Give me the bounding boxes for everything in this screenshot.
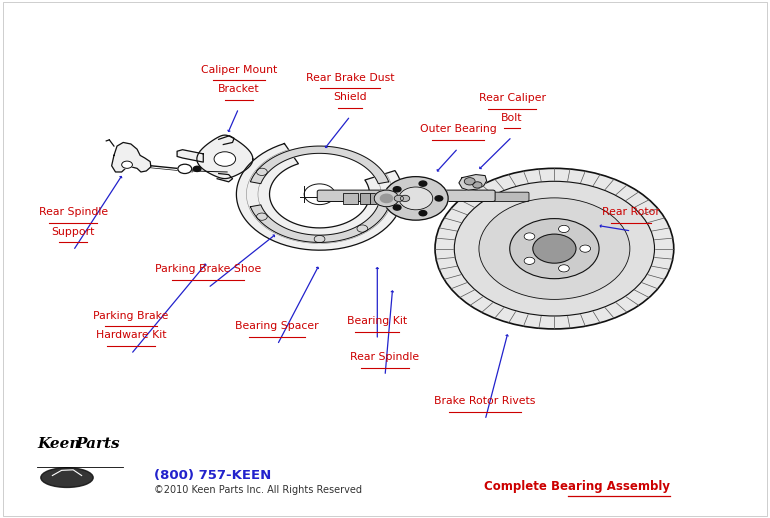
Circle shape: [558, 265, 569, 272]
Text: Support: Support: [52, 227, 95, 237]
Polygon shape: [459, 175, 487, 190]
Polygon shape: [197, 135, 253, 179]
FancyBboxPatch shape: [317, 190, 495, 202]
Circle shape: [214, 152, 236, 166]
Circle shape: [357, 225, 368, 232]
Circle shape: [473, 182, 482, 188]
Text: Parts: Parts: [75, 437, 120, 451]
Polygon shape: [250, 146, 389, 184]
Circle shape: [524, 257, 535, 265]
Circle shape: [533, 234, 576, 263]
Polygon shape: [250, 205, 389, 242]
Bar: [343, 193, 358, 204]
Text: Hardware Kit: Hardware Kit: [95, 330, 166, 340]
Circle shape: [479, 198, 630, 299]
Bar: [360, 193, 370, 204]
Circle shape: [419, 211, 427, 216]
Text: Rear Spindle: Rear Spindle: [38, 207, 108, 217]
Text: Caliper Mount: Caliper Mount: [200, 65, 277, 75]
Circle shape: [374, 190, 399, 207]
Circle shape: [524, 233, 535, 240]
Circle shape: [394, 195, 403, 202]
Text: Brake Rotor Rivets: Brake Rotor Rivets: [434, 396, 536, 406]
Circle shape: [399, 187, 433, 210]
Text: Bracket: Bracket: [218, 84, 259, 94]
Text: ©2010 Keen Parts Inc. All Rights Reserved: ©2010 Keen Parts Inc. All Rights Reserve…: [154, 485, 362, 495]
Text: Bearing Spacer: Bearing Spacer: [236, 321, 319, 331]
Text: Rear Caliper: Rear Caliper: [478, 93, 546, 103]
Text: Complete Bearing Assembly: Complete Bearing Assembly: [484, 480, 670, 494]
Text: Bolt: Bolt: [501, 113, 523, 123]
Circle shape: [393, 186, 401, 192]
Text: Keen: Keen: [37, 437, 80, 451]
Circle shape: [558, 225, 569, 233]
Circle shape: [435, 168, 674, 329]
Polygon shape: [236, 143, 403, 250]
Text: Parking Brake: Parking Brake: [93, 311, 169, 321]
Circle shape: [193, 166, 201, 171]
Polygon shape: [217, 174, 233, 182]
Text: Rear Brake Dust: Rear Brake Dust: [306, 73, 394, 82]
Circle shape: [393, 205, 401, 210]
Text: Rear Spindle: Rear Spindle: [350, 352, 420, 362]
Text: Rear Rotor: Rear Rotor: [602, 207, 661, 217]
Circle shape: [435, 196, 443, 201]
Ellipse shape: [41, 468, 93, 487]
Bar: [370, 193, 378, 204]
Text: (800) 757-KEEN: (800) 757-KEEN: [154, 469, 271, 482]
Circle shape: [580, 245, 591, 252]
Circle shape: [510, 219, 599, 279]
FancyBboxPatch shape: [480, 192, 529, 202]
Circle shape: [122, 161, 132, 168]
Circle shape: [383, 177, 448, 220]
Polygon shape: [219, 136, 234, 145]
Circle shape: [400, 195, 410, 202]
Circle shape: [454, 181, 654, 316]
Circle shape: [419, 181, 427, 186]
Text: Outer Bearing: Outer Bearing: [420, 124, 497, 134]
Circle shape: [380, 194, 393, 203]
Circle shape: [256, 168, 267, 176]
Circle shape: [178, 164, 192, 174]
Polygon shape: [112, 142, 151, 172]
Circle shape: [464, 178, 475, 185]
Text: Parking Brake Shoe: Parking Brake Shoe: [155, 264, 261, 274]
Polygon shape: [177, 150, 203, 162]
Circle shape: [314, 235, 325, 242]
Text: Shield: Shield: [333, 92, 367, 102]
Text: Bearing Kit: Bearing Kit: [347, 316, 407, 326]
Circle shape: [304, 184, 335, 205]
Circle shape: [256, 213, 267, 220]
